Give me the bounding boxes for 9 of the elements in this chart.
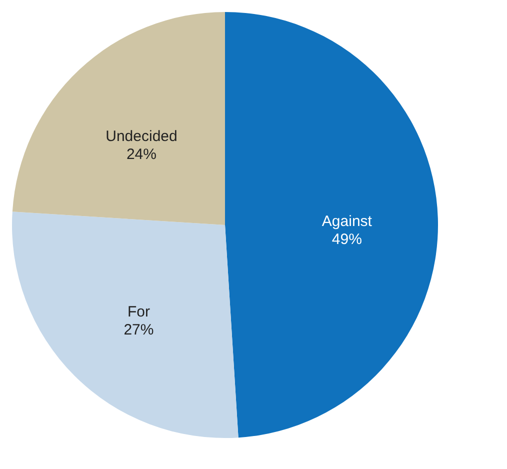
slice-label: Undecided [106,128,178,146]
pie-slice [12,12,225,225]
slice-label: Against [322,213,373,230]
pie-slice [12,212,238,438]
data-label: 27% [124,321,154,338]
data-label: 49% [332,231,362,248]
slice-label: For [127,303,150,320]
pie-slice [225,12,438,438]
data-label: 24% [126,146,156,164]
